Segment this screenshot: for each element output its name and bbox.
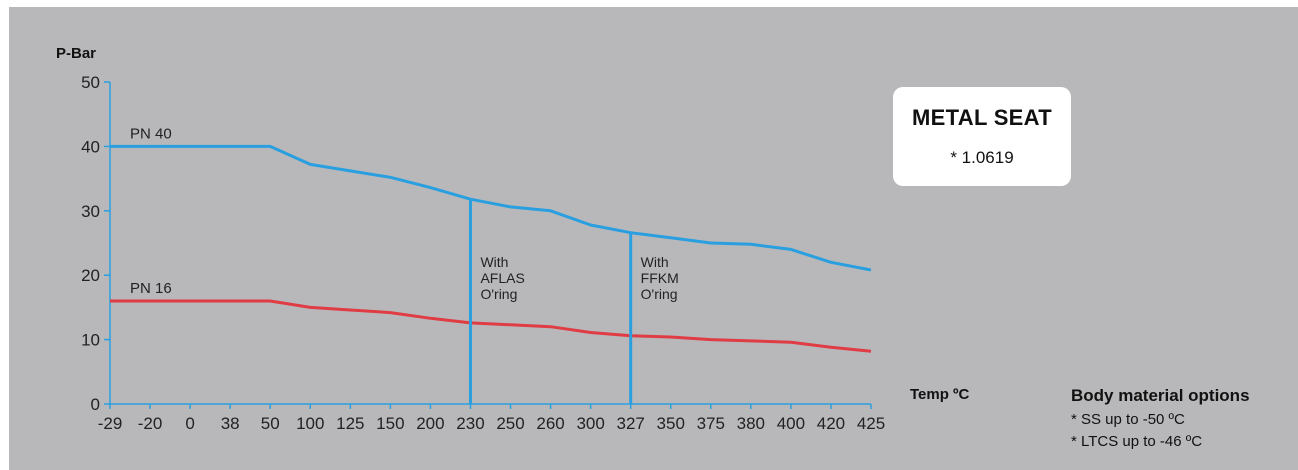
x-tick-label: 420 xyxy=(817,414,845,433)
chart-panel xyxy=(9,7,1298,470)
series-label-pn-16: PN 16 xyxy=(130,280,172,297)
x-tick-label: 125 xyxy=(336,414,364,433)
marker-label-230-line-1: AFLAS xyxy=(480,270,524,286)
marker-label-230-line-0: With xyxy=(480,254,508,270)
series-label-pn-40: PN 40 xyxy=(130,125,172,142)
body-material-options: Body material options * SS up to -50 ºC … xyxy=(1071,386,1250,453)
y-axis-label: P-Bar xyxy=(56,45,97,62)
marker-label-327-line-1: FFKM xyxy=(641,270,679,286)
marker-label-327-line-2: O'ring xyxy=(641,286,678,302)
x-tick-label: 38 xyxy=(221,414,240,433)
x-tick-label: 400 xyxy=(777,414,805,433)
body-material-title: Body material options xyxy=(1071,386,1250,405)
x-tick-label: 300 xyxy=(576,414,604,433)
y-tick-label: 50 xyxy=(81,73,100,92)
series-line-pn-16 xyxy=(110,299,872,353)
series-line-pn-40 xyxy=(110,144,872,272)
y-tick-label: 30 xyxy=(81,202,100,221)
body-material-item-ss: * SS up to -50 ºC xyxy=(1071,411,1185,428)
y-tick-label: 0 xyxy=(91,395,100,414)
x-tick-label: -20 xyxy=(138,414,163,433)
x-tick-label: 150 xyxy=(376,414,404,433)
y-tick-label: 20 xyxy=(81,266,100,285)
x-tick-label: 260 xyxy=(536,414,564,433)
x-tick-label: 230 xyxy=(456,414,484,433)
marker-label-230-line-2: O'ring xyxy=(480,286,517,302)
x-tick-label: 327 xyxy=(616,414,644,433)
x-tick-label: 350 xyxy=(657,414,685,433)
x-tick-label: 380 xyxy=(737,414,765,433)
metal-seat-box: METAL SEAT * 1.0619 xyxy=(893,87,1071,186)
x-tick-label: 50 xyxy=(261,414,280,433)
y-tick-label: 10 xyxy=(81,331,100,350)
y-tick-label: 40 xyxy=(81,137,100,156)
x-tick-label: 0 xyxy=(185,414,194,433)
x-tick-label: 375 xyxy=(697,414,725,433)
x-tick-label: 200 xyxy=(416,414,444,433)
body-material-item-ltcs: * LTCS up to -46 ºC xyxy=(1071,433,1203,450)
x-axis-label: Temp ºC xyxy=(910,386,970,403)
metal-seat-title: METAL SEAT xyxy=(912,105,1052,130)
x-tick-label: 425 xyxy=(857,414,885,433)
metal-seat-material: * 1.0619 xyxy=(950,148,1014,167)
marker-label-327-line-0: With xyxy=(641,254,669,270)
x-tick-label: 250 xyxy=(496,414,524,433)
x-tick-label: -29 xyxy=(98,414,123,433)
x-tick-label: 100 xyxy=(296,414,324,433)
